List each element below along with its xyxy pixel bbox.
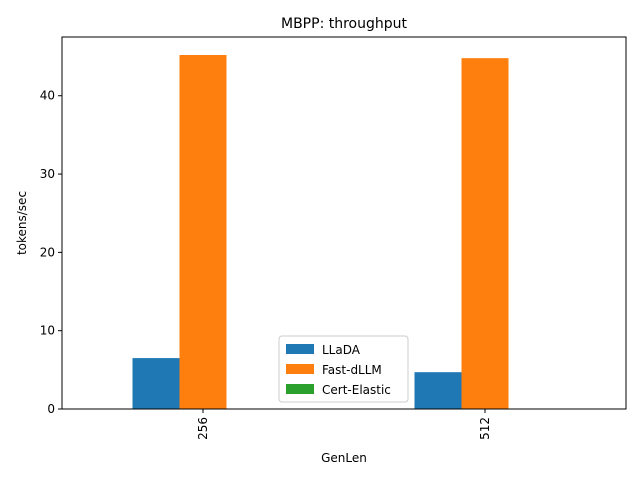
y-tick-label-10: 10: [40, 324, 55, 338]
x-tick-label-512: 512: [478, 417, 492, 440]
bar-llada-512: [414, 372, 462, 409]
legend-label-fast-dllm: Fast-dLLM: [322, 363, 382, 377]
y-tick-label-20: 20: [40, 245, 55, 259]
bars-group: [132, 55, 509, 409]
y-axis-label: tokens/sec: [15, 191, 29, 255]
y-tick-label-30: 30: [40, 167, 55, 181]
y-axis-ticks: 0 10 20 30 40: [40, 89, 62, 416]
legend-label-llada: LLaDA: [322, 343, 361, 357]
bar-llada-256: [132, 358, 180, 409]
x-tick-label-256: 256: [196, 417, 210, 440]
chart-title: MBPP: throughput: [281, 16, 408, 32]
legend-swatch-fast-dllm: [286, 364, 314, 374]
x-axis-ticks: 256 512: [196, 409, 492, 440]
plot-border: [61, 36, 627, 410]
legend-swatch-llada: [286, 344, 314, 354]
legend-swatch-cert-elastic: [286, 384, 314, 394]
legend: LLaDA Fast-dLLM Cert-Elastic: [278, 335, 409, 403]
legend-label-cert-elastic: Cert-Elastic: [322, 383, 391, 397]
plot-frame: [61, 36, 627, 410]
y-tick-label-40: 40: [40, 89, 55, 103]
bar-fast-dllm-512: [461, 58, 509, 409]
x-axis-label: GenLen: [321, 451, 367, 465]
bar-fast-dllm-256: [179, 55, 227, 409]
y-tick-label-0: 0: [47, 402, 55, 416]
